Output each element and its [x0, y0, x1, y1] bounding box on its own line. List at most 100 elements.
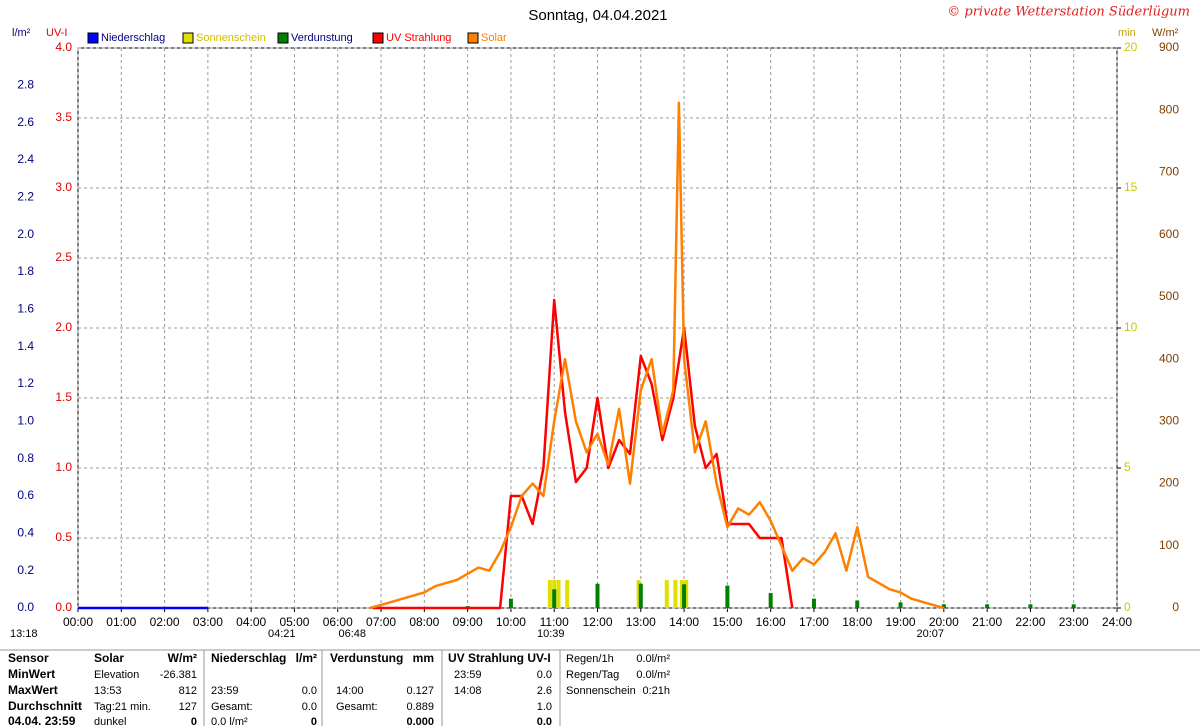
bar: [508, 598, 513, 608]
x-tick-label: 11:00: [540, 615, 569, 629]
bar: [855, 600, 860, 608]
cell-value: 812: [179, 685, 197, 697]
x-tick-label: 17:00: [799, 615, 829, 629]
cell-value: 0.000: [406, 716, 434, 726]
y2-tick-label: 4.0: [55, 40, 72, 54]
bar: [1071, 604, 1076, 608]
x-tick-label: 10:00: [496, 615, 526, 629]
y2-tick-label: 2.5: [55, 250, 72, 264]
cell-label: 13:53: [94, 685, 122, 697]
x-tick-label: 22:00: [1015, 615, 1045, 629]
bar: [1028, 604, 1033, 608]
bar: [768, 593, 773, 608]
y3-tick-label: 10: [1124, 320, 1138, 334]
x-tick-label: 19:00: [886, 615, 916, 629]
y4-tick-label: 0: [1172, 600, 1179, 614]
x-tick-label: 23:00: [1059, 615, 1089, 629]
y-tick-label: 2.0: [17, 227, 34, 241]
cell-label: Gesamt:: [211, 701, 253, 713]
annotation: 06:48: [338, 628, 366, 640]
cell-label: Regen/1h: [566, 653, 614, 665]
y-tick-label: 0.2: [17, 563, 34, 577]
row-label: 04.04. 23:59: [8, 714, 76, 726]
bar: [565, 580, 570, 608]
x-tick-label: 15:00: [712, 615, 742, 629]
y2-tick-label: 3.5: [55, 110, 72, 124]
annotation: 04:21: [268, 628, 296, 640]
x-tick-label: 03:00: [193, 615, 223, 629]
cell-value: 0.127: [406, 685, 434, 697]
y4-tick-label: 700: [1159, 165, 1179, 179]
bar: [682, 584, 687, 608]
cell-label: 0.0 l/m²: [211, 716, 248, 726]
y3-tick-label: 0: [1124, 600, 1131, 614]
cell-value: -26.381: [160, 669, 197, 681]
x-tick-label: 18:00: [842, 615, 872, 629]
legend-label: UV Strahlung: [386, 32, 451, 44]
cell-value: 0.0: [537, 669, 552, 681]
bar: [985, 604, 990, 608]
cell-value: 0.889: [406, 701, 434, 713]
y2-axis-label: UV-I: [46, 27, 67, 39]
series-line: [372, 298, 794, 610]
y3-tick-label: 5: [1124, 460, 1131, 474]
cell-label: 23:59: [454, 669, 482, 681]
cell-label: 14:08: [454, 685, 482, 697]
cell-value: 0.0: [537, 716, 552, 726]
legend-swatch: [372, 32, 384, 44]
legend-swatch: [277, 32, 289, 44]
x-tick-label: 09:00: [453, 615, 483, 629]
cell-label: Elevation: [94, 669, 139, 681]
bar: [595, 583, 600, 608]
cell-label: Sonnenschein: [566, 685, 636, 697]
cell-label: Regen/Tag: [566, 669, 619, 681]
section-header: Solar: [94, 651, 124, 665]
x-tick-label: 08:00: [409, 615, 439, 629]
legend-swatch: [87, 32, 99, 44]
x-tick-label: 00:00: [63, 615, 93, 629]
y-tick-label: 1.6: [17, 302, 34, 316]
y4-tick-label: 400: [1159, 351, 1179, 365]
x-tick-label: 21:00: [972, 615, 1002, 629]
cell-value: 0.0l/m²: [636, 653, 670, 665]
section-unit: l/m²: [296, 651, 317, 665]
y-tick-label: 1.4: [17, 339, 34, 353]
x-tick-label: 24:00: [1102, 615, 1132, 629]
legend-label: Verdunstung: [291, 32, 353, 44]
bar: [673, 580, 678, 608]
cell-label: 14:00: [336, 685, 364, 697]
section-header: UV Strahlung UV-I: [448, 651, 551, 665]
y-tick-label: 2.2: [17, 190, 34, 204]
cell-label: dunkel: [94, 716, 126, 726]
cell-label: 23:59: [211, 685, 239, 697]
y2-tick-label: 0.0: [55, 600, 72, 614]
y2-tick-label: 3.0: [55, 180, 72, 194]
x-tick-label: 14:00: [669, 615, 699, 629]
series-line: [369, 101, 945, 610]
section-header: Verdunstung: [330, 651, 403, 665]
legend-label: Sonnenschein: [196, 32, 266, 44]
y-axis-label: l/m²: [12, 27, 31, 39]
y4-tick-label: 800: [1159, 102, 1179, 116]
y3-tick-label: 20: [1124, 40, 1138, 54]
y2-tick-label: 1.5: [55, 390, 72, 404]
y4-tick-label: 500: [1159, 289, 1179, 303]
cell-value: 0: [311, 716, 317, 726]
x-tick-label: 16:00: [756, 615, 786, 629]
y-tick-label: 1.2: [17, 376, 34, 390]
bar: [679, 580, 684, 608]
x-tick-label: 01:00: [106, 615, 136, 629]
x-tick-label: 05:00: [279, 615, 309, 629]
cell-label: Tag:21 min.: [94, 701, 151, 713]
y2-tick-label: 2.0: [55, 320, 72, 334]
x-tick-label: 20:00: [929, 615, 959, 629]
legend-swatch: [467, 32, 479, 44]
y4-tick-label: 200: [1159, 476, 1179, 490]
y4-tick-label: 900: [1159, 40, 1179, 54]
y4-axis-label: W/m²: [1152, 27, 1179, 39]
y4-tick-label: 600: [1159, 227, 1179, 241]
bar: [547, 580, 552, 608]
row-label: MinWert: [8, 667, 55, 681]
annotation: 13:18: [10, 628, 38, 640]
